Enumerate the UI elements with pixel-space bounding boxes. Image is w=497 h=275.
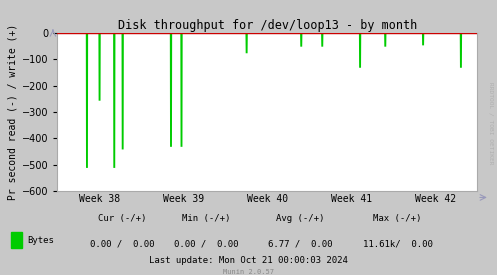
Text: Max (-/+): Max (-/+) [373,214,422,223]
Text: Min (-/+): Min (-/+) [182,214,231,223]
Text: Munin 2.0.57: Munin 2.0.57 [223,269,274,275]
Text: 11.61k/  0.00: 11.61k/ 0.00 [363,239,432,248]
Text: 0.00 /  0.00: 0.00 / 0.00 [174,239,239,248]
Y-axis label: Pr second read (-) / write (+): Pr second read (-) / write (+) [7,24,17,200]
Text: Avg (-/+): Avg (-/+) [276,214,325,223]
Text: Cur (-/+): Cur (-/+) [97,214,146,223]
Text: Last update: Mon Oct 21 00:00:03 2024: Last update: Mon Oct 21 00:00:03 2024 [149,256,348,265]
Text: 6.77 /  0.00: 6.77 / 0.00 [268,239,333,248]
Text: RRDTOOL / TOBI OETIKER: RRDTOOL / TOBI OETIKER [489,82,494,165]
Text: 0.00 /  0.00: 0.00 / 0.00 [89,239,154,248]
Title: Disk throughput for /dev/loop13 - by month: Disk throughput for /dev/loop13 - by mon… [117,19,417,32]
Text: Bytes: Bytes [27,236,54,244]
